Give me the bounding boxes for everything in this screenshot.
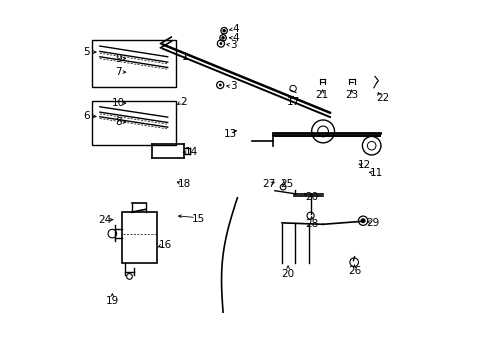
Circle shape	[220, 42, 222, 45]
Text: 27: 27	[262, 179, 275, 189]
Text: 21: 21	[315, 90, 328, 100]
Text: 11: 11	[368, 168, 382, 178]
Text: 22: 22	[375, 93, 388, 103]
Circle shape	[219, 84, 221, 86]
Text: 4: 4	[232, 33, 239, 43]
Text: 20: 20	[281, 269, 294, 279]
Bar	[91, 40, 175, 87]
Text: 3: 3	[229, 40, 236, 50]
Text: 23: 23	[345, 90, 358, 100]
Text: 13: 13	[224, 129, 237, 139]
Bar	[91, 102, 175, 145]
Text: 2: 2	[180, 97, 187, 107]
Text: 17: 17	[286, 97, 299, 107]
Text: 19: 19	[105, 296, 119, 306]
Circle shape	[222, 37, 224, 39]
Text: 8: 8	[115, 117, 122, 127]
Text: 5: 5	[83, 47, 90, 57]
Text: 25: 25	[280, 179, 293, 189]
Text: 7: 7	[115, 67, 122, 77]
Text: 4: 4	[232, 24, 239, 34]
Text: 26: 26	[347, 266, 361, 276]
Text: 15: 15	[192, 213, 205, 224]
Text: 28: 28	[305, 219, 318, 229]
Text: 9: 9	[115, 54, 122, 64]
Text: 20: 20	[305, 192, 318, 202]
Circle shape	[361, 219, 364, 222]
Text: 12: 12	[357, 160, 370, 170]
Text: 1: 1	[182, 52, 188, 62]
Text: 18: 18	[178, 179, 191, 189]
Text: 29: 29	[366, 218, 379, 228]
Text: 16: 16	[158, 240, 171, 250]
Text: 3: 3	[229, 81, 236, 91]
Text: 14: 14	[184, 147, 198, 157]
Text: 10: 10	[112, 98, 125, 108]
Bar	[122, 212, 157, 263]
Text: 6: 6	[83, 111, 90, 121]
Text: 24: 24	[98, 215, 111, 225]
Circle shape	[223, 30, 225, 32]
